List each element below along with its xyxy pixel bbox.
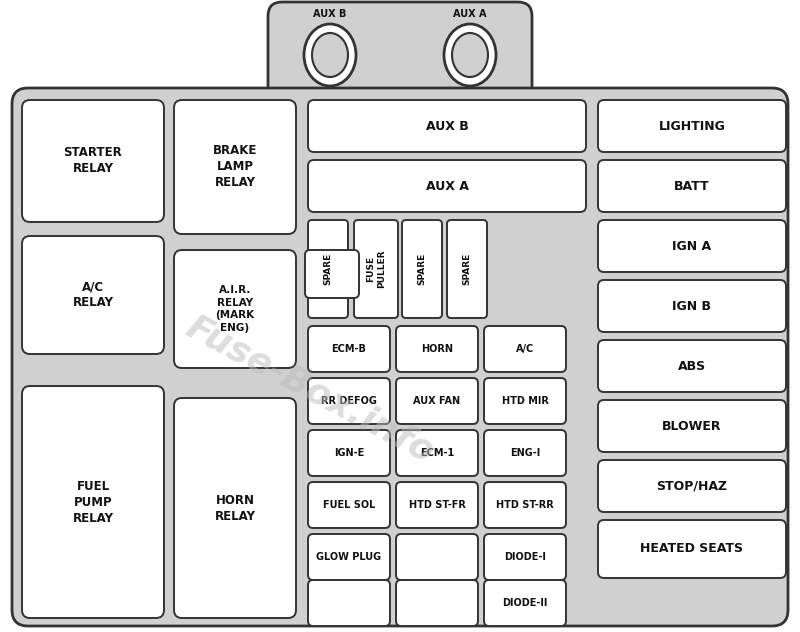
Text: ENG-I: ENG-I — [510, 448, 540, 458]
FancyBboxPatch shape — [268, 2, 532, 102]
Text: AUX FAN: AUX FAN — [414, 396, 461, 406]
FancyBboxPatch shape — [396, 534, 478, 580]
FancyBboxPatch shape — [22, 236, 164, 354]
FancyBboxPatch shape — [598, 400, 786, 452]
Text: BATT: BATT — [674, 179, 710, 193]
Text: A/C
RELAY: A/C RELAY — [73, 281, 114, 310]
Ellipse shape — [304, 24, 356, 86]
FancyBboxPatch shape — [484, 326, 566, 372]
Text: Fuse-Box.info: Fuse-Box.info — [180, 310, 440, 470]
FancyBboxPatch shape — [484, 378, 566, 424]
FancyBboxPatch shape — [12, 88, 788, 626]
FancyBboxPatch shape — [598, 340, 786, 392]
Text: IGN A: IGN A — [673, 240, 711, 253]
Text: AUX A: AUX A — [454, 9, 486, 19]
FancyBboxPatch shape — [598, 160, 786, 212]
Text: DIODE-II: DIODE-II — [502, 598, 548, 608]
Text: HTD ST-RR: HTD ST-RR — [496, 500, 554, 510]
FancyBboxPatch shape — [402, 220, 442, 318]
Text: ABS: ABS — [678, 360, 706, 372]
FancyBboxPatch shape — [598, 100, 786, 152]
Text: STOP/HAZ: STOP/HAZ — [657, 480, 727, 492]
Text: A/C: A/C — [516, 344, 534, 354]
FancyBboxPatch shape — [308, 220, 348, 318]
Text: FUEL SOL: FUEL SOL — [323, 500, 375, 510]
Text: SPARE: SPARE — [323, 253, 333, 285]
Text: IGN-E: IGN-E — [334, 448, 364, 458]
FancyBboxPatch shape — [598, 520, 786, 578]
FancyBboxPatch shape — [22, 100, 164, 222]
Text: HTD MIR: HTD MIR — [502, 396, 549, 406]
FancyBboxPatch shape — [308, 580, 390, 626]
FancyBboxPatch shape — [447, 220, 487, 318]
FancyBboxPatch shape — [174, 250, 296, 368]
Text: LIGHTING: LIGHTING — [658, 119, 726, 133]
Text: IGN B: IGN B — [673, 300, 711, 312]
Text: SPARE: SPARE — [462, 253, 471, 285]
FancyBboxPatch shape — [308, 482, 390, 528]
Text: STARTER
RELAY: STARTER RELAY — [64, 147, 122, 176]
FancyBboxPatch shape — [308, 160, 586, 212]
FancyBboxPatch shape — [174, 398, 296, 618]
Text: AUX B: AUX B — [426, 119, 468, 133]
FancyBboxPatch shape — [354, 220, 398, 318]
Text: BRAKE
LAMP
RELAY: BRAKE LAMP RELAY — [213, 145, 257, 190]
Text: HEATED SEATS: HEATED SEATS — [641, 542, 743, 556]
Text: HTD ST-FR: HTD ST-FR — [409, 500, 466, 510]
Text: GLOW PLUG: GLOW PLUG — [317, 552, 382, 562]
FancyBboxPatch shape — [174, 100, 296, 234]
FancyBboxPatch shape — [308, 430, 390, 476]
FancyBboxPatch shape — [308, 326, 390, 372]
FancyBboxPatch shape — [396, 482, 478, 528]
FancyBboxPatch shape — [484, 580, 566, 626]
FancyBboxPatch shape — [484, 534, 566, 580]
FancyBboxPatch shape — [396, 326, 478, 372]
FancyBboxPatch shape — [308, 378, 390, 424]
FancyBboxPatch shape — [396, 378, 478, 424]
Text: ECM-1: ECM-1 — [420, 448, 454, 458]
FancyBboxPatch shape — [484, 482, 566, 528]
FancyBboxPatch shape — [308, 534, 390, 580]
FancyBboxPatch shape — [484, 430, 566, 476]
Ellipse shape — [312, 33, 348, 77]
FancyBboxPatch shape — [22, 386, 164, 618]
Text: HORN
RELAY: HORN RELAY — [214, 494, 255, 523]
FancyBboxPatch shape — [598, 280, 786, 332]
Text: ECM-B: ECM-B — [331, 344, 366, 354]
Ellipse shape — [452, 33, 488, 77]
Text: FUSE
PULLER: FUSE PULLER — [366, 250, 386, 288]
Ellipse shape — [444, 24, 496, 86]
FancyBboxPatch shape — [598, 220, 786, 272]
Text: HORN: HORN — [421, 344, 453, 354]
Text: RR DEFOG: RR DEFOG — [321, 396, 377, 406]
Text: A.I.R.
RELAY
(MARK
ENG): A.I.R. RELAY (MARK ENG) — [215, 286, 254, 332]
FancyBboxPatch shape — [396, 580, 478, 626]
FancyBboxPatch shape — [305, 250, 359, 298]
Text: FUEL
PUMP
RELAY: FUEL PUMP RELAY — [73, 480, 114, 525]
FancyBboxPatch shape — [598, 460, 786, 512]
FancyBboxPatch shape — [396, 430, 478, 476]
Text: AUX A: AUX A — [426, 179, 469, 193]
Text: BLOWER: BLOWER — [662, 420, 722, 432]
Text: DIODE-I: DIODE-I — [504, 552, 546, 562]
FancyBboxPatch shape — [308, 100, 586, 152]
Text: AUX B: AUX B — [314, 9, 346, 19]
Text: SPARE: SPARE — [418, 253, 426, 285]
